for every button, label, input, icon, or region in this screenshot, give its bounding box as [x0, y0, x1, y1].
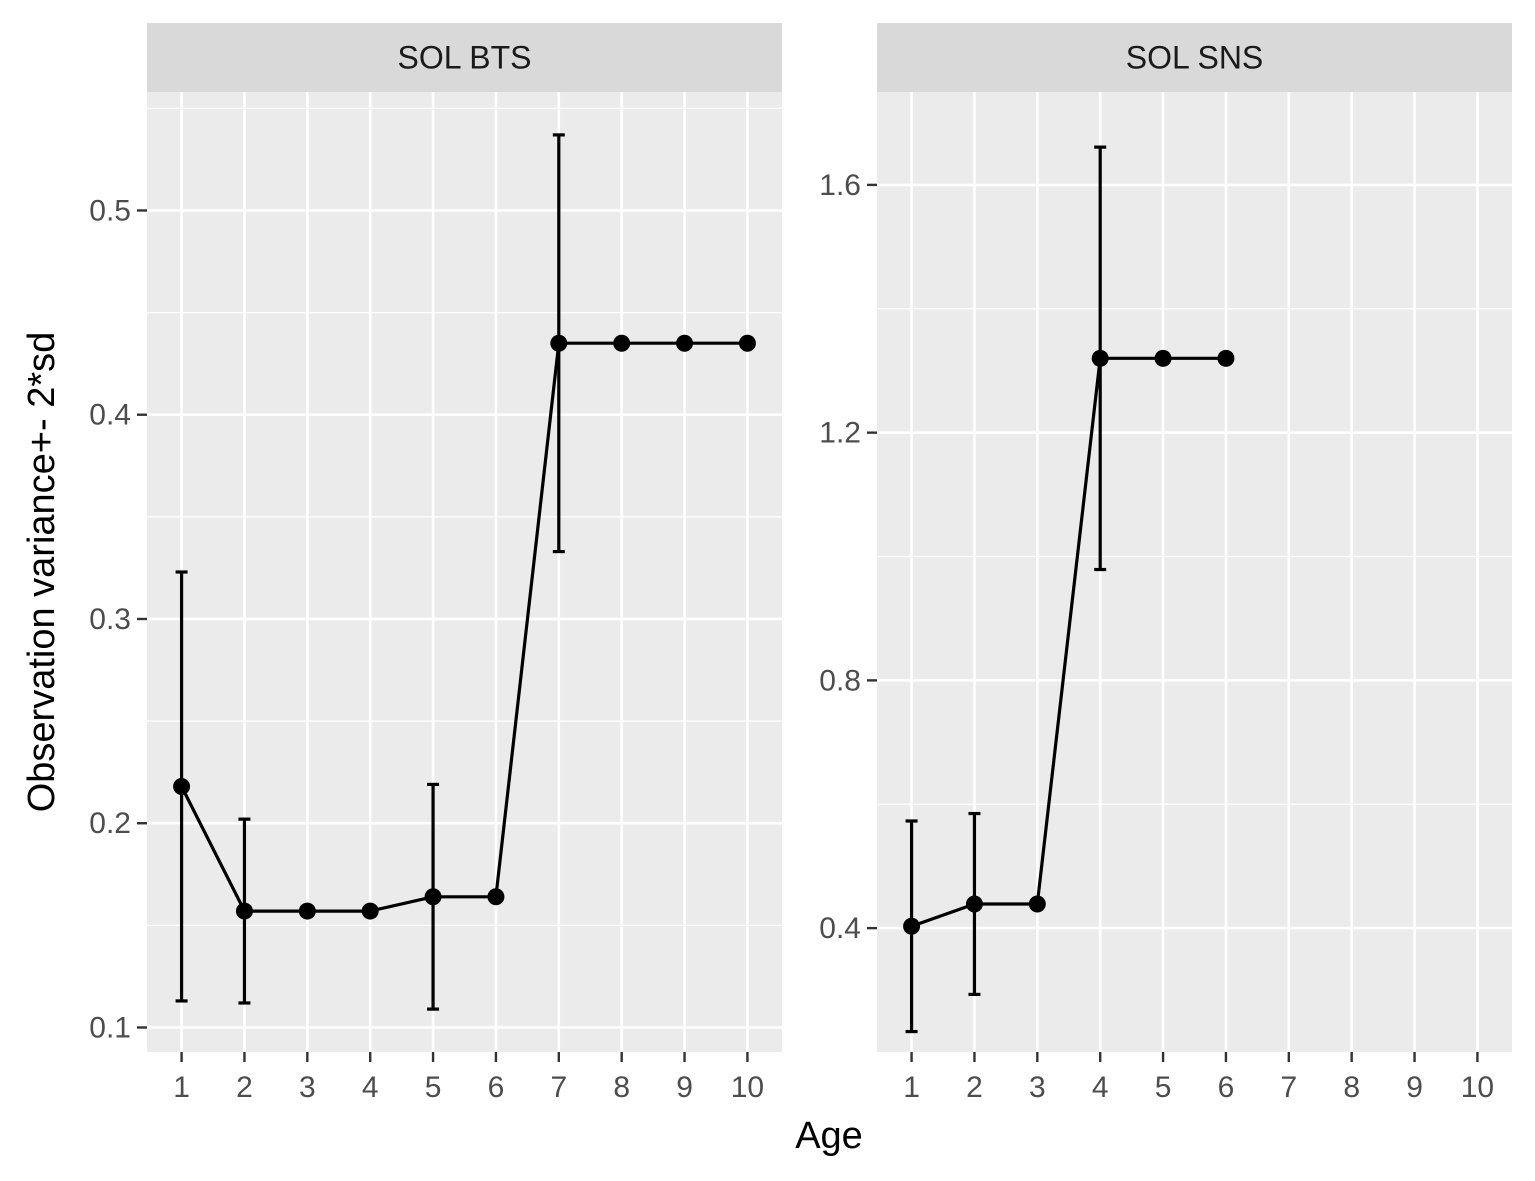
data-point	[298, 902, 316, 920]
panel-background	[147, 92, 782, 1052]
x-tick-label: 6	[488, 1071, 505, 1104]
x-axis-title: Age	[795, 1115, 863, 1157]
x-tick-label: 4	[362, 1071, 379, 1104]
series-line	[911, 356, 1226, 928]
y-tick-label: 0.2	[89, 807, 131, 840]
data-point	[235, 902, 253, 920]
x-tick-label: 2	[966, 1071, 983, 1104]
x-tick-label: 3	[1029, 1071, 1046, 1104]
y-tick-label: 0.5	[89, 194, 131, 227]
series-line	[180, 341, 748, 913]
data-point	[550, 334, 568, 352]
y-tick-label: 0.1	[89, 1011, 131, 1044]
x-tick-label: 4	[1092, 1071, 1109, 1104]
x-tick-label: 7	[550, 1071, 567, 1104]
x-tick-label: 3	[299, 1071, 316, 1104]
x-tick-label: 6	[1218, 1071, 1235, 1104]
panel-1: SOL BTS 0.1 0.2 0.3 0.4 0.5 1 2 3 4 5 6 7 8 9 10	[89, 23, 782, 1104]
x-tick-label: 5	[425, 1071, 442, 1104]
x-tick-label: 9	[676, 1071, 693, 1104]
x-tick-label: 5	[1155, 1071, 1172, 1104]
x-tick-label: 1	[903, 1071, 920, 1104]
x-tick-label: 8	[613, 1071, 630, 1104]
panel-title: SOL SNS	[1126, 40, 1264, 76]
x-tick-label: 7	[1280, 1071, 1297, 1104]
panel-background	[877, 92, 1512, 1052]
panel-title: SOL BTS	[398, 40, 532, 76]
data-point	[1154, 349, 1172, 367]
data-point	[613, 334, 631, 352]
panel-2: SOL SNS 0.4 0.8 1.2 1.6 1 2 3 4 5 6 7 8 9 10	[819, 23, 1512, 1104]
strip-background	[877, 23, 1512, 92]
data-point	[1217, 349, 1235, 367]
data-point	[424, 888, 442, 906]
data-point	[361, 902, 379, 920]
data-point	[676, 334, 694, 352]
data-point	[965, 895, 983, 913]
data-point	[1028, 895, 1046, 913]
y-tick-label: 1.6	[819, 169, 861, 202]
data-point	[1091, 349, 1109, 367]
x-tick-label: 1	[173, 1071, 190, 1104]
strip-background	[147, 23, 782, 92]
x-tick-label: 8	[1343, 1071, 1360, 1104]
data-point	[903, 917, 921, 935]
y-tick-label: 0.3	[89, 603, 131, 636]
y-tick-label: 0.4	[819, 912, 861, 945]
x-tick-label: 10	[731, 1071, 764, 1104]
x-tick-label: 2	[236, 1071, 253, 1104]
x-tick-label: 9	[1406, 1071, 1423, 1104]
y-tick-label: 0.8	[819, 664, 861, 697]
y-tick-label: 1.2	[819, 417, 861, 450]
data-point	[738, 334, 756, 352]
x-tick-label: 10	[1461, 1071, 1494, 1104]
y-axis-title: Observation variance+- 2*sd	[21, 332, 63, 813]
data-point	[487, 888, 505, 906]
data-point	[173, 777, 191, 795]
y-tick-label: 0.4	[89, 399, 131, 432]
